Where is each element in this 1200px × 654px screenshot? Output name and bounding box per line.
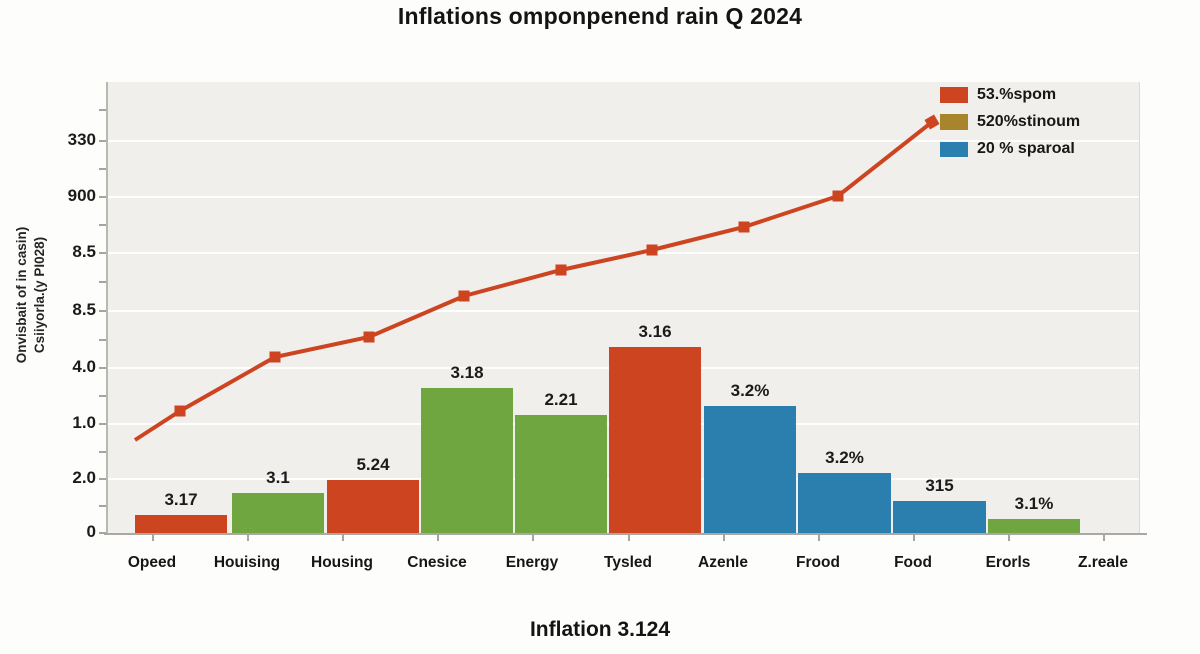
y-axis-tick-labels: 330 900 8.5 8.5 4.0 1.0 2.0 0 [36, 82, 96, 541]
y-axis-title-line1: Onvisbait of in casin) [13, 226, 29, 364]
x-tick-label: Erorls [985, 554, 1031, 571]
line-marker-icon [555, 264, 567, 276]
x-axis-tick [818, 534, 820, 541]
y-tick-label: 8.5 [72, 300, 96, 319]
x-tick-label: Food [894, 554, 932, 571]
x-tick-label: Cnesice [407, 554, 467, 571]
bar [798, 473, 891, 533]
bar-value-label: 2.21 [544, 390, 578, 409]
x-tick-label: Azenle [698, 554, 748, 571]
bar [135, 515, 227, 533]
line-marker-icon [363, 331, 375, 343]
y-tick-label: 4.0 [72, 357, 96, 376]
y-axis-tick [99, 252, 106, 254]
y-axis-tick [99, 281, 106, 283]
y-axis-tick [99, 423, 106, 425]
legend-label: 20 % sparoal [977, 140, 1075, 157]
x-tick-label: Housing [311, 554, 373, 571]
line-marker-icon [832, 190, 844, 202]
x-tick-label: Houising [213, 554, 281, 571]
trend-line-series [133, 114, 940, 442]
y-axis-tick [99, 478, 106, 480]
legend-swatch-red-icon [940, 87, 968, 103]
line-marker-icon [738, 221, 750, 233]
y-tick-label: 900 [67, 186, 96, 205]
gridline [108, 140, 1139, 142]
bar [232, 493, 324, 533]
x-axis-line [104, 533, 1147, 535]
x-axis-tick [247, 534, 249, 541]
y-axis-tick [99, 224, 106, 226]
x-tick-label: Z.reale [1078, 554, 1128, 571]
bar-value-label: 3.17 [164, 490, 198, 509]
x-axis-tick [723, 534, 725, 541]
y-tick-label: 0 [86, 522, 96, 541]
y-tick-label: 8.5 [72, 242, 96, 261]
x-axis-tick [342, 534, 344, 541]
trend-line [133, 120, 934, 442]
bar [988, 519, 1080, 533]
bar-value-label: 3.1 [266, 468, 290, 487]
bar-value-label: 3.18 [450, 363, 484, 382]
y-tick-label: 330 [67, 130, 96, 149]
plot-area: 53.%spom 520%stinoum 20 % sparoal 3.17 3.… [106, 82, 1140, 533]
bar-value-label: 5.24 [356, 455, 390, 474]
y-axis-tick [99, 450, 106, 453]
y-axis-tick [99, 367, 106, 369]
y-axis-tick [99, 395, 106, 397]
y-axis-tick [99, 505, 106, 507]
x-axis-tick [1008, 534, 1010, 541]
x-axis-tick [1103, 534, 1105, 541]
legend-label: 520%stinoum [977, 113, 1081, 130]
line-marker-icon [174, 405, 186, 417]
bar [609, 347, 701, 533]
legend-label: 53.%spom [977, 86, 1057, 103]
bar [704, 406, 796, 533]
bar [421, 388, 513, 533]
y-axis-tick [99, 168, 106, 170]
legend-swatch-blue-icon [940, 141, 968, 157]
line-marker-icon [646, 244, 658, 256]
y-axis-tick [99, 338, 106, 341]
x-axis-tick [913, 534, 915, 541]
x-axis-tick [152, 534, 154, 541]
line-marker-icon [269, 351, 281, 363]
y-tick-label: 2.0 [72, 468, 96, 487]
gridline [108, 196, 1139, 198]
line-marker-icon [458, 290, 470, 302]
legend-swatch-olive-icon [940, 114, 968, 130]
y-axis-tick [99, 532, 106, 534]
bar-value-label: 3.2% [825, 448, 864, 467]
gridline [108, 310, 1139, 312]
bar [327, 480, 419, 533]
x-axis-tick [437, 534, 439, 541]
x-tick-label: Energy [505, 554, 559, 571]
legend: 53.%spom 520%stinoum 20 % sparoal [940, 82, 1080, 162]
y-axis-tick [99, 196, 106, 198]
bar [515, 415, 607, 533]
bar-value-label: 3.1% [1014, 494, 1054, 513]
y-axis-tick [99, 109, 106, 111]
gridline [108, 252, 1139, 254]
y-axis-tick [99, 310, 106, 312]
y-axis-tick [99, 140, 106, 142]
x-axis-tick [532, 534, 534, 541]
bar-value-label: 3.16 [638, 322, 672, 341]
chart-title: Inflations omponpenend rain Q 2024 [397, 3, 803, 29]
x-axis-tick [628, 534, 630, 541]
x-tick-label: Frood [796, 554, 840, 571]
x-tick-label: Tysled [604, 554, 652, 571]
x-tick-label: Opeed [127, 554, 177, 571]
legend-item: 20 % sparoal [940, 136, 1080, 162]
legend-item: 53.%spom [940, 82, 1080, 108]
line-marker-icon [924, 114, 940, 130]
legend-item: 520%stinoum [940, 109, 1080, 135]
chart-caption: Inflation 3.124 [529, 618, 671, 641]
bar-value-label: 315 [925, 476, 954, 495]
bar [893, 501, 986, 533]
y-tick-label: 1.0 [72, 413, 96, 432]
bar-value-label: 3.2% [730, 381, 770, 400]
